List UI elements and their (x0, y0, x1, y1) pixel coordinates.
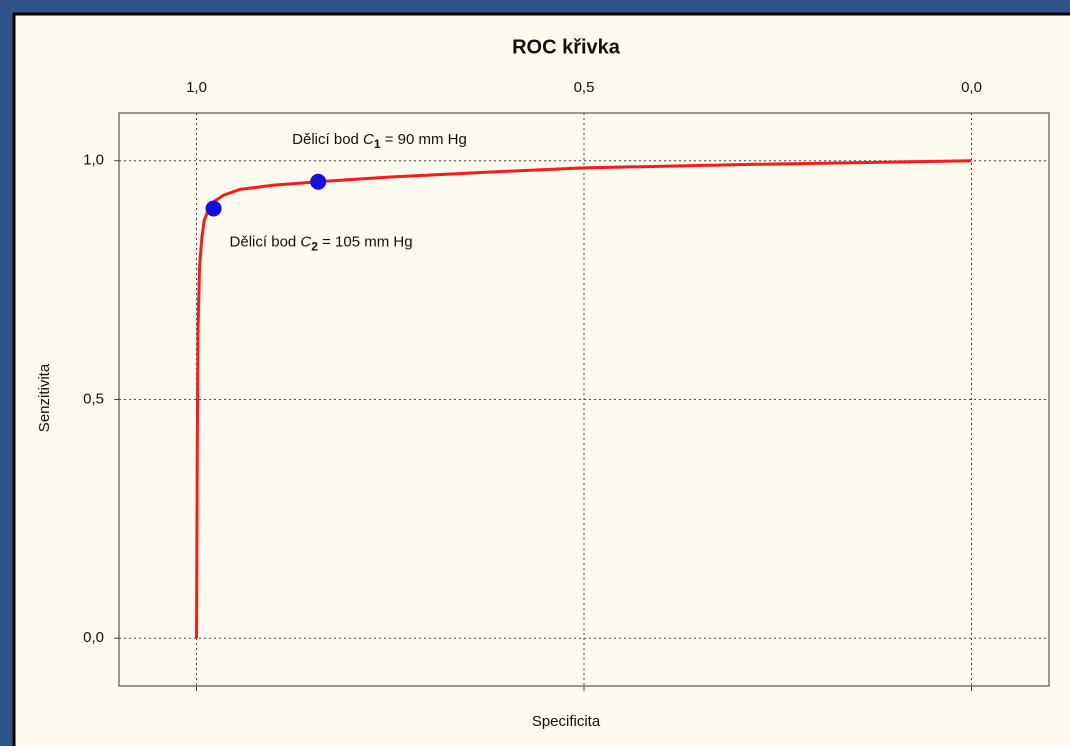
annotation: Dělicí bod C2 = 105 mm Hg (230, 233, 413, 253)
y-tick-label: 1,0 (83, 152, 104, 169)
annotation-text: Dělicí bod (230, 233, 301, 250)
y-tick-label: 0,5 (83, 390, 104, 407)
x-tick-label: 0,5 (574, 79, 595, 96)
cut-point (205, 200, 222, 217)
y-tick-label: 0,0 (83, 629, 104, 646)
annotation-symbol: C (363, 131, 374, 148)
cut-point (310, 173, 327, 190)
annotation-subscript: 1 (374, 137, 381, 151)
annotation-subscript: 2 (311, 240, 318, 254)
annotation-symbol: C (300, 233, 311, 250)
roc-curve (195, 159, 972, 639)
annotation-text: Dělicí bod (292, 131, 363, 148)
x-tick-label: 1,0 (186, 79, 207, 96)
annotation: Dělicí bod C1 = 90 mm Hg (292, 131, 467, 151)
y-axis-label: Senzitivita (36, 363, 53, 432)
annotation-rest: = 90 mm Hg (381, 131, 467, 148)
chart-title: ROC křivka (512, 36, 621, 58)
panel (12, 12, 1070, 751)
x-tick-label: 0,0 (961, 79, 982, 96)
annotation-rest: = 105 mm Hg (318, 233, 413, 250)
x-axis-label: Specificita (532, 713, 601, 730)
